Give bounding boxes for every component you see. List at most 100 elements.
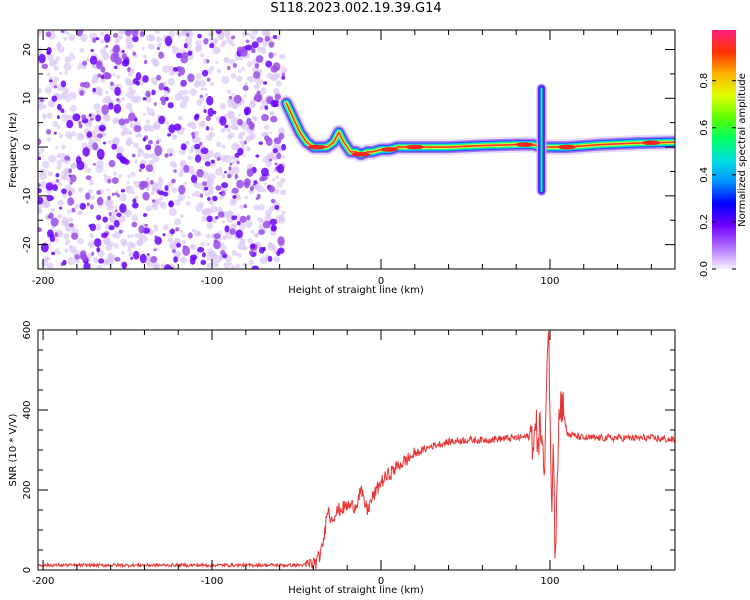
- noise-blob: [133, 125, 142, 133]
- noise-blob: [200, 87, 205, 91]
- noise-blob: [164, 153, 169, 158]
- noise-blob: [132, 51, 137, 56]
- noise-blob: [189, 88, 198, 97]
- noise-blob: [90, 243, 95, 248]
- noise-blob: [113, 171, 118, 176]
- noise-blob: [253, 180, 258, 185]
- noise-blob: [76, 132, 85, 141]
- noise-blob: [281, 143, 287, 151]
- noise-blob: [237, 118, 243, 126]
- noise-blob: [236, 213, 240, 218]
- noise-blob: [205, 115, 211, 122]
- noise-blob: [185, 201, 191, 206]
- noise-blob: [247, 32, 252, 36]
- noise-blob: [88, 179, 95, 186]
- noise-blob: [116, 74, 121, 79]
- noise-blob: [253, 71, 261, 79]
- noise-blob: [264, 36, 271, 42]
- noise-blob: [115, 98, 120, 102]
- noise-blob: [145, 205, 153, 212]
- noise-blob: [150, 256, 158, 263]
- noise-blob: [269, 218, 278, 226]
- noise-blob: [100, 66, 106, 73]
- noise-blob: [55, 42, 63, 49]
- noise-blob: [274, 162, 278, 166]
- noise-blob: [120, 188, 126, 193]
- noise-blob: [150, 57, 157, 64]
- noise-blob: [96, 214, 102, 221]
- noise-blob: [39, 147, 45, 153]
- noise-blob: [187, 195, 191, 199]
- noise-blob: [78, 123, 83, 129]
- noise-blob: [154, 236, 162, 245]
- noise-blob: [206, 242, 210, 246]
- noise-blob: [245, 39, 250, 44]
- noise-blob: [62, 193, 68, 198]
- noise-blob: [120, 157, 128, 164]
- spectrogram-frame: [37, 29, 676, 270]
- noise-blob: [172, 67, 179, 72]
- noise-blob: [149, 179, 154, 185]
- noise-blob: [75, 30, 83, 37]
- noise-blob: [114, 65, 118, 70]
- noise-blob: [107, 178, 112, 184]
- noise-blob: [173, 169, 177, 173]
- frequency-ridge: [278, 83, 675, 196]
- noise-blob: [92, 37, 97, 43]
- noise-blob: [112, 73, 116, 77]
- colorbar-ticks: 0.0 0.2 0.4 0.6 0.8: [699, 73, 736, 277]
- snr-y-label: SNR (10 * V/V): [8, 413, 19, 486]
- noise-blob: [153, 248, 157, 252]
- noise-blob: [63, 62, 72, 71]
- noise-blob: [173, 256, 178, 263]
- noise-blob: [121, 251, 125, 255]
- noise-blob: [40, 181, 48, 189]
- noise-blob: [58, 133, 63, 139]
- noise-blob: [132, 202, 139, 209]
- noise-blob: [209, 201, 214, 206]
- noise-blob: [181, 233, 186, 238]
- noise-blob: [89, 233, 94, 239]
- noise-blob: [111, 177, 119, 185]
- noise-blob: [273, 137, 282, 145]
- noise-blob: [112, 118, 118, 124]
- noise-blob: [45, 31, 52, 38]
- noise-blob: [177, 253, 181, 257]
- noise-blob: [201, 215, 208, 222]
- noise-blob: [106, 188, 110, 192]
- noise-blob: [64, 155, 71, 161]
- noise-blob: [46, 194, 53, 202]
- noise-blob: [187, 73, 195, 83]
- noise-blob: [272, 147, 278, 154]
- noise-blob: [260, 48, 267, 55]
- noise-blob: [161, 98, 166, 106]
- noise-blob: [270, 198, 276, 204]
- colorbar-label: Normalized spectral amplitude: [737, 73, 748, 227]
- noise-blob: [191, 193, 196, 197]
- noise-blob: [268, 185, 275, 193]
- noise-blob: [243, 94, 247, 98]
- noise-blob: [137, 153, 142, 158]
- noise-blob: [194, 190, 201, 198]
- noise-blob: [198, 97, 205, 103]
- noise-blob: [270, 115, 278, 123]
- noise-blob: [139, 234, 148, 243]
- noise-blob: [131, 30, 139, 37]
- noise-blob: [48, 212, 54, 220]
- noise-blob: [253, 83, 261, 91]
- noise-blob: [148, 139, 153, 145]
- noise-blob: [38, 138, 42, 146]
- noise-blob: [136, 132, 142, 138]
- noise-blob: [274, 188, 280, 194]
- noise-blob: [243, 204, 248, 209]
- noise-blob: [108, 225, 115, 231]
- noise-blob: [200, 241, 205, 247]
- noise-blob: [86, 202, 90, 207]
- noise-blob: [235, 229, 243, 239]
- noise-blob: [251, 115, 257, 121]
- noise-blob: [152, 81, 158, 86]
- noise-blob: [187, 50, 193, 56]
- colorbar-tick-label: 0.8: [699, 73, 710, 89]
- noise-blob: [68, 91, 77, 100]
- noise-blob: [127, 66, 131, 73]
